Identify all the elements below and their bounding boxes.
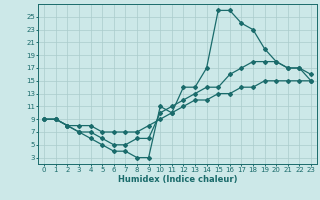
X-axis label: Humidex (Indice chaleur): Humidex (Indice chaleur): [118, 175, 237, 184]
